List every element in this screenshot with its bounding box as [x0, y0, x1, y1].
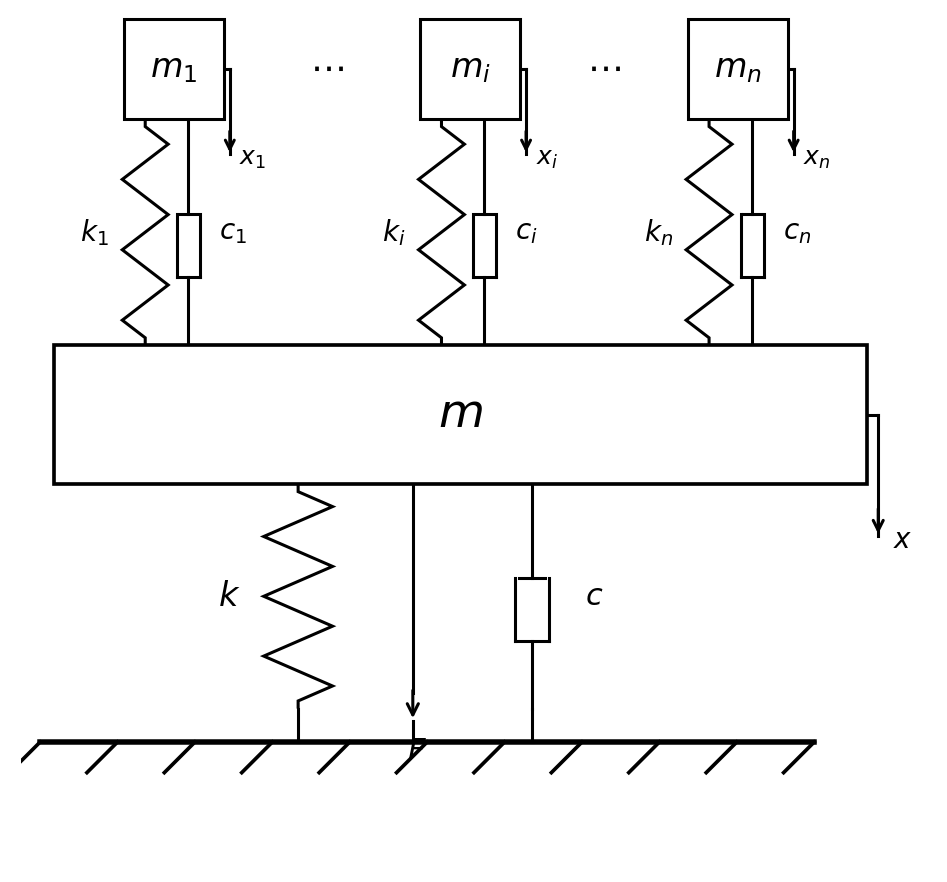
- Text: $m_n$: $m_n$: [714, 52, 761, 86]
- Bar: [124, 19, 224, 119]
- Text: $x_1$: $x_1$: [240, 147, 266, 171]
- Text: $k$: $k$: [219, 579, 241, 613]
- Text: $x$: $x$: [893, 527, 912, 555]
- Bar: [54, 346, 867, 484]
- Text: $m$: $m$: [438, 392, 483, 437]
- Bar: [420, 19, 520, 119]
- Text: $c_i$: $c_i$: [515, 218, 538, 246]
- Text: $k_1$: $k_1$: [80, 217, 109, 248]
- Bar: [688, 19, 788, 119]
- Text: $x_i$: $x_i$: [536, 147, 558, 171]
- Text: $x_n$: $x_n$: [803, 147, 831, 171]
- Text: $\cdots$: $\cdots$: [310, 52, 344, 86]
- Text: $k_i$: $k_i$: [382, 217, 405, 248]
- Text: $c_1$: $c_1$: [219, 218, 247, 246]
- Text: $k_n$: $k_n$: [644, 217, 672, 248]
- Text: $m_i$: $m_i$: [450, 52, 491, 86]
- Text: $c$: $c$: [585, 582, 603, 611]
- Text: $F$: $F$: [406, 737, 426, 766]
- Text: $m_1$: $m_1$: [151, 52, 198, 86]
- Text: $c_n$: $c_n$: [782, 218, 811, 246]
- Text: $\cdots$: $\cdots$: [587, 52, 621, 86]
